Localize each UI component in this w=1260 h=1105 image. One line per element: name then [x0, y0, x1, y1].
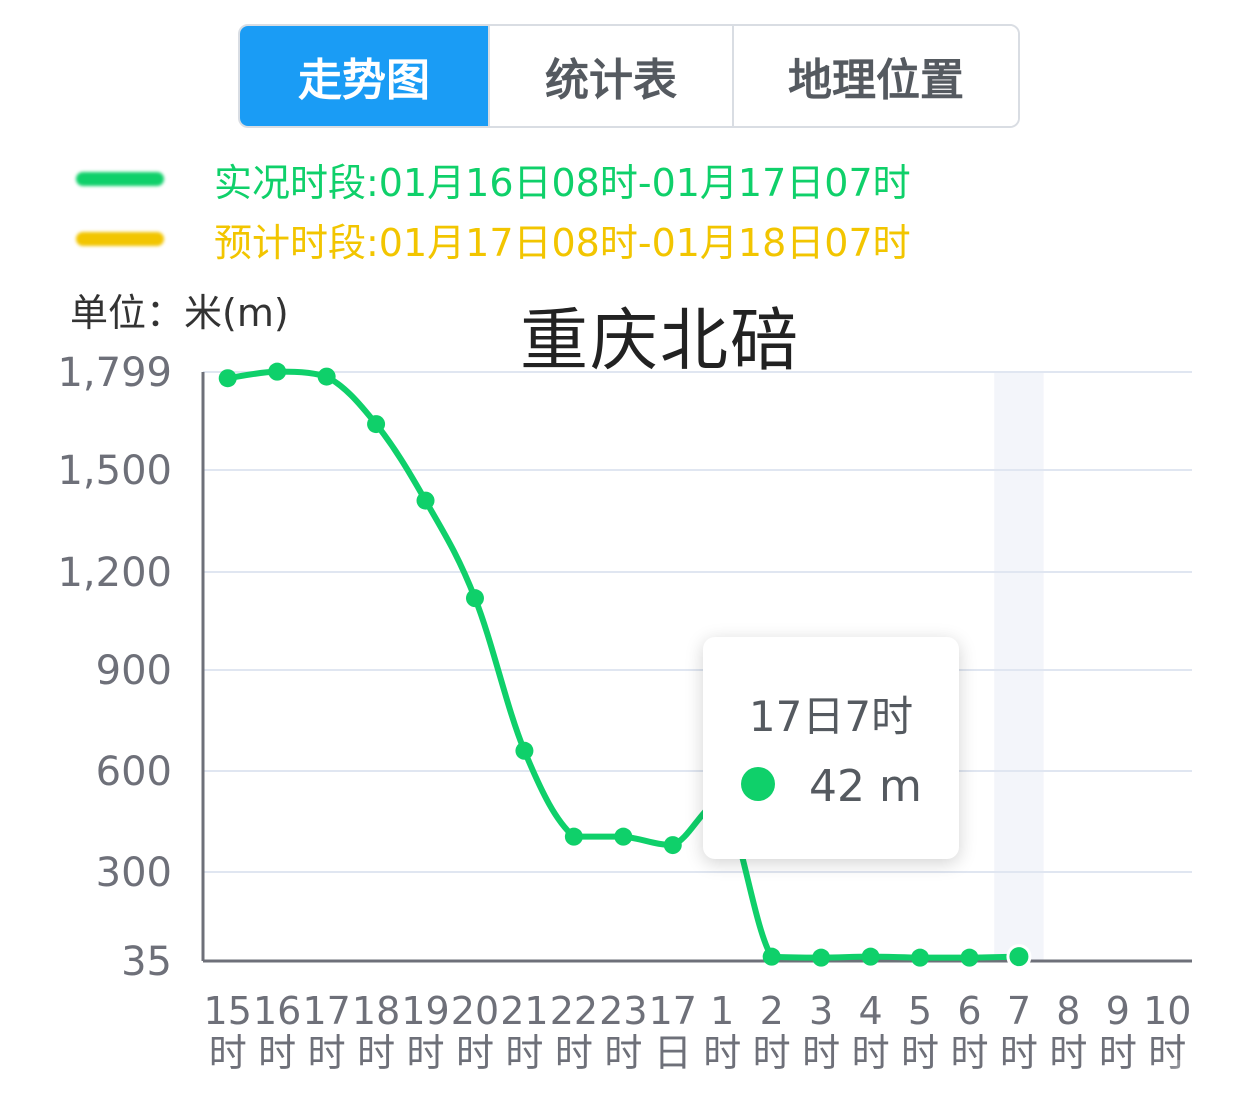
y-tick-label: 900	[96, 648, 172, 694]
x-tick-suffix: 时	[1049, 1031, 1087, 1075]
x-tick-suffix: 时	[209, 1031, 247, 1075]
x-tick-suffix: 时	[308, 1031, 346, 1075]
x-tick-label: 22	[550, 989, 598, 1033]
x-tick-label: 7	[1007, 989, 1031, 1033]
data-point	[367, 415, 386, 434]
x-tick-label: 17	[302, 989, 350, 1033]
y-tick-label: 1,200	[57, 550, 172, 596]
x-tick-label: 9	[1106, 989, 1130, 1033]
x-tick-label: 4	[858, 989, 882, 1033]
x-tick-label: 15	[204, 989, 252, 1033]
x-tick-label: 17	[649, 989, 697, 1033]
data-point	[1006, 944, 1032, 970]
x-tick-label: 20	[451, 989, 499, 1033]
x-tick-label: 10	[1143, 989, 1191, 1033]
watermark-fade	[1150, 1060, 1260, 1100]
x-tick-label: 18	[352, 989, 400, 1033]
data-point	[564, 827, 583, 846]
y-tick-label: 1,500	[57, 448, 172, 494]
x-tick-label: 16	[253, 989, 301, 1033]
y-tick-label: 300	[96, 850, 172, 896]
data-point	[812, 948, 831, 967]
x-tick-label: 23	[599, 989, 647, 1033]
tab-trend-chart[interactable]: 走势图	[240, 26, 488, 126]
data-point	[515, 741, 534, 760]
data-point	[416, 491, 435, 510]
legend-forecast-text: 预计时段:01月17日08时-01月18日07时	[214, 220, 911, 265]
data-point	[663, 836, 682, 855]
y-tick-label: 1,799	[57, 350, 172, 396]
x-tick-label: 6	[957, 989, 981, 1033]
tooltip-series-dot-icon	[741, 767, 775, 801]
x-tick-suffix: 时	[901, 1031, 939, 1075]
x-tick-label: 8	[1056, 989, 1080, 1033]
view-tabs: 走势图 统计表 地理位置	[238, 24, 1020, 128]
x-tick-label: 3	[809, 989, 833, 1033]
x-tick-suffix: 时	[357, 1031, 395, 1075]
x-tick-suffix: 时	[407, 1031, 445, 1075]
x-tick-suffix: 时	[950, 1031, 988, 1075]
x-tick-label: 2	[760, 989, 784, 1033]
x-tick-suffix: 时	[703, 1031, 741, 1075]
data-point	[317, 367, 336, 386]
x-tick-suffix: 时	[852, 1031, 890, 1075]
x-tick-suffix: 时	[555, 1031, 593, 1075]
chart-tooltip: 17日7时 42 m	[703, 637, 959, 859]
x-tick-suffix: 时	[456, 1031, 494, 1075]
x-tick-suffix: 时	[1000, 1031, 1038, 1075]
x-tick-label: 21	[500, 989, 548, 1033]
tab-geo-location[interactable]: 地理位置	[732, 26, 1018, 126]
tooltip-value: 42 m	[809, 761, 922, 812]
unit-label: 单位：米(m)	[70, 291, 289, 335]
y-tick-label: 35	[121, 939, 172, 985]
data-point	[762, 947, 781, 966]
x-tick-suffix: 时	[505, 1031, 543, 1075]
data-point	[465, 589, 484, 608]
x-tick-suffix: 时	[604, 1031, 642, 1075]
tooltip-title: 17日7时	[748, 692, 914, 741]
tab-statistics-table[interactable]: 统计表	[488, 26, 732, 126]
data-point	[960, 948, 979, 967]
legend-forecast-swatch	[76, 232, 164, 246]
data-point	[218, 369, 237, 388]
x-tick-suffix: 时	[802, 1031, 840, 1075]
legend-actual-text: 实况时段:01月16日08时-01月17日07时	[214, 160, 911, 205]
x-tick-suffix: 时	[753, 1031, 791, 1075]
x-tick-suffix: 时	[1099, 1031, 1137, 1075]
x-tick-suffix: 日	[654, 1031, 692, 1075]
legend-actual-period: 实况时段:01月16日08时-01月17日07时	[76, 154, 911, 205]
x-tick-label: 1	[710, 989, 734, 1033]
x-tick-label: 19	[401, 989, 449, 1033]
legend-actual-swatch	[76, 172, 164, 186]
data-point	[911, 948, 930, 967]
data-point	[268, 362, 287, 381]
data-point	[614, 827, 633, 846]
x-tick-suffix: 时	[258, 1031, 296, 1075]
data-point	[861, 947, 880, 966]
y-tick-label: 600	[96, 749, 172, 795]
legend-forecast-period: 预计时段:01月17日08时-01月18日07时	[76, 214, 911, 265]
x-tick-label: 5	[908, 989, 932, 1033]
chart-title: 重庆北碚	[519, 302, 800, 381]
